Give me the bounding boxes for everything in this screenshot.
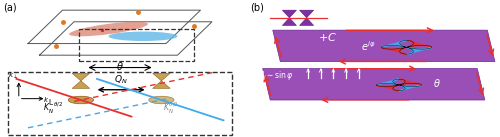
Ellipse shape — [108, 32, 178, 41]
Polygon shape — [376, 79, 399, 85]
Polygon shape — [72, 81, 90, 88]
Polygon shape — [262, 68, 485, 100]
Bar — [78, 29, 194, 61]
Polygon shape — [282, 10, 296, 18]
Polygon shape — [376, 85, 399, 91]
Polygon shape — [406, 47, 432, 54]
Polygon shape — [72, 73, 90, 81]
Polygon shape — [382, 47, 406, 54]
Text: $\theta$: $\theta$ — [116, 60, 124, 72]
Polygon shape — [300, 18, 314, 25]
Ellipse shape — [149, 96, 174, 104]
Text: $e^{i\varphi}$: $e^{i\varphi}$ — [361, 39, 376, 53]
Text: $k_\perp$: $k_\perp$ — [8, 70, 18, 81]
Polygon shape — [399, 85, 421, 91]
Polygon shape — [152, 73, 170, 81]
Polygon shape — [300, 10, 314, 18]
Text: $\theta$: $\theta$ — [433, 77, 441, 89]
Text: $K_N^{-\theta/2}$: $K_N^{-\theta/2}$ — [44, 101, 64, 116]
Text: $k_\parallel$: $k_\parallel$ — [43, 95, 52, 106]
Ellipse shape — [68, 96, 94, 104]
Text: (a): (a) — [2, 3, 16, 13]
Text: $I_J{\sim}\sin\varphi$: $I_J{\sim}\sin\varphi$ — [262, 69, 294, 83]
Text: $\tilde{K}_N^{\,\theta/2}$: $\tilde{K}_N^{\,\theta/2}$ — [162, 100, 178, 116]
Polygon shape — [152, 81, 170, 88]
Polygon shape — [399, 79, 421, 85]
Ellipse shape — [69, 22, 148, 36]
Text: $+C$: $+C$ — [318, 31, 338, 43]
Polygon shape — [406, 40, 432, 47]
Polygon shape — [382, 40, 406, 47]
Text: (b): (b) — [250, 2, 264, 12]
Polygon shape — [273, 30, 495, 62]
Text: $Q_N$: $Q_N$ — [114, 74, 128, 86]
Polygon shape — [282, 18, 296, 25]
